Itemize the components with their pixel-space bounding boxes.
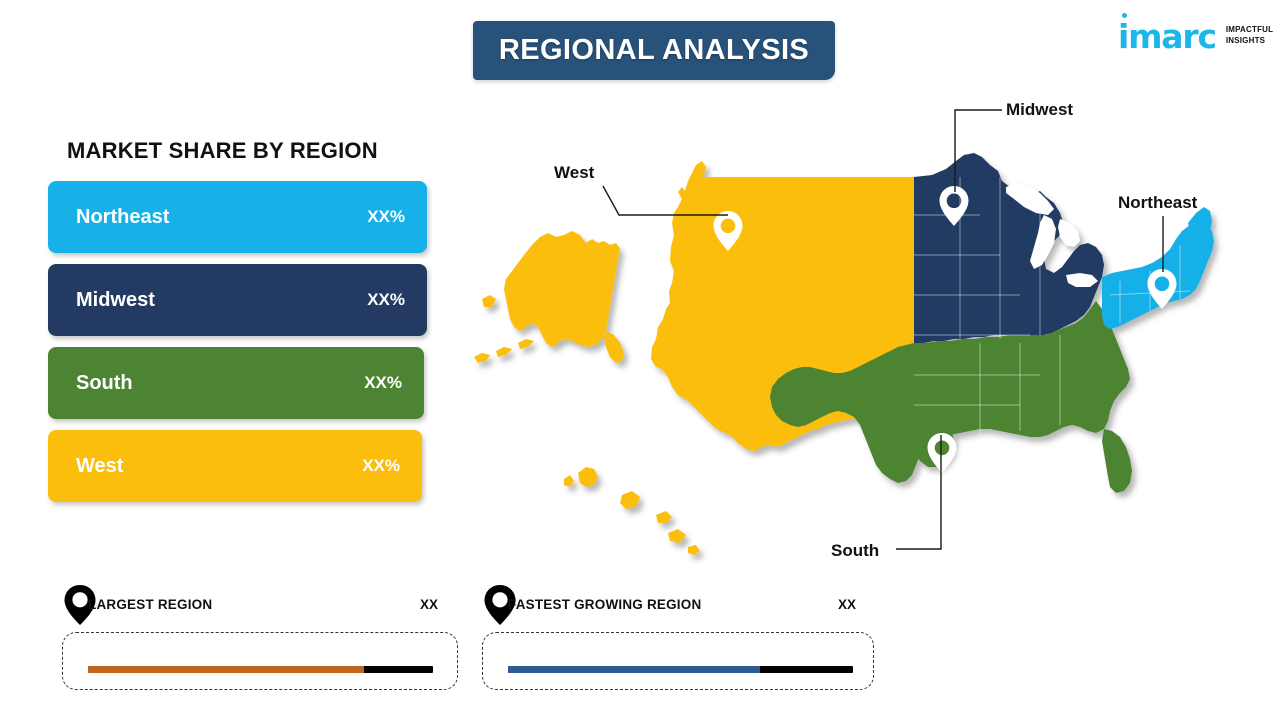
map-hawaii-2 — [564, 475, 574, 487]
callout-label-midwest: Midwest — [1006, 100, 1074, 119]
map-region-south[interactable] — [770, 301, 1130, 483]
largest-region-progress-fill — [88, 666, 364, 673]
map-florida — [1102, 429, 1132, 493]
logo-wordmark: imarc — [1118, 12, 1217, 56]
logo-dot-icon — [1122, 12, 1127, 18]
map-hawaii-6 — [688, 545, 700, 555]
map-alaska-islands — [482, 295, 496, 307]
page-title-banner: REGIONAL ANALYSIS — [473, 21, 835, 80]
logo-tagline-line2: INSIGHTS — [1225, 36, 1266, 45]
logo-tagline: IMPACTFUL INSIGHTS — [1226, 25, 1273, 47]
market-share-bar-list: Northeast XX% Midwest XX% South XX% West… — [48, 181, 438, 513]
bar-label: South — [76, 371, 133, 394]
map-lake-huron-erie — [1058, 219, 1080, 247]
callout-label-northeast: Northeast — [1118, 193, 1198, 212]
map-hawaii-3 — [620, 491, 640, 509]
map-alaska[interactable] — [504, 231, 620, 347]
bar-value: XX% — [367, 207, 405, 226]
map-pin-icon — [64, 585, 96, 625]
bar-value: XX% — [364, 373, 402, 392]
fastest-growing-region-label: FASTEST GROWING REGION — [508, 597, 702, 612]
largest-region-progress-track — [88, 666, 433, 673]
bar-label: Midwest — [76, 288, 155, 311]
map-lake-michigan — [1030, 215, 1056, 269]
fastest-growing-region-progress-track — [508, 666, 853, 673]
largest-region-value: XX — [419, 597, 438, 612]
bar-item-northeast[interactable]: Northeast XX% — [48, 181, 427, 253]
brand-logo: imarc IMPACTFUL INSIGHTS — [1118, 12, 1273, 58]
largest-region-label: LARGEST REGION — [88, 597, 213, 612]
map-hawaii-5 — [668, 529, 686, 543]
bar-value: XX% — [367, 290, 405, 309]
fastest-growing-region-row: FASTEST GROWING REGION XX — [508, 597, 856, 612]
bar-item-south[interactable]: South XX% — [48, 347, 424, 419]
bar-item-midwest[interactable]: Midwest XX% — [48, 264, 427, 336]
bar-item-west[interactable]: West XX% — [48, 430, 422, 502]
fastest-growing-region-value: XX — [837, 597, 856, 612]
bar-label: West — [76, 454, 124, 477]
fastest-growing-region-progress-fill — [508, 666, 760, 673]
map-maine — [1188, 207, 1212, 237]
bar-value: XX% — [362, 456, 400, 475]
map-lake-erie-ontario — [1066, 273, 1098, 287]
bar-label: Northeast — [76, 205, 170, 228]
map-region-west-coast — [692, 161, 706, 177]
map-hawaii-4 — [656, 511, 672, 523]
panel-title: MARKET SHARE BY REGION — [67, 138, 378, 163]
map-pin-icon-northeast[interactable] — [1147, 269, 1177, 309]
map-hawaii[interactable] — [578, 467, 598, 487]
map-lake-superior — [1006, 183, 1054, 215]
page-title: REGIONAL ANALYSIS — [498, 34, 810, 66]
largest-region-row: LARGEST REGION XX — [88, 597, 438, 612]
us-regional-map — [420, 95, 1280, 575]
logo-text: imarc — [1118, 16, 1217, 56]
largest-region-box — [62, 632, 458, 690]
map-aleutians — [474, 339, 534, 363]
callout-label-south: South — [831, 541, 880, 560]
fastest-growing-region-box — [482, 632, 874, 690]
logo-tagline-line1: IMPACTFUL — [1225, 25, 1274, 35]
map-alaska-panhandle — [604, 331, 624, 363]
callout-label-west: West — [554, 163, 595, 182]
map-region-midwest[interactable] — [914, 153, 1104, 343]
map-pin-icon-west[interactable] — [713, 211, 743, 251]
map-pin-icon — [484, 585, 516, 625]
map-pin-icon-midwest[interactable] — [939, 186, 969, 226]
